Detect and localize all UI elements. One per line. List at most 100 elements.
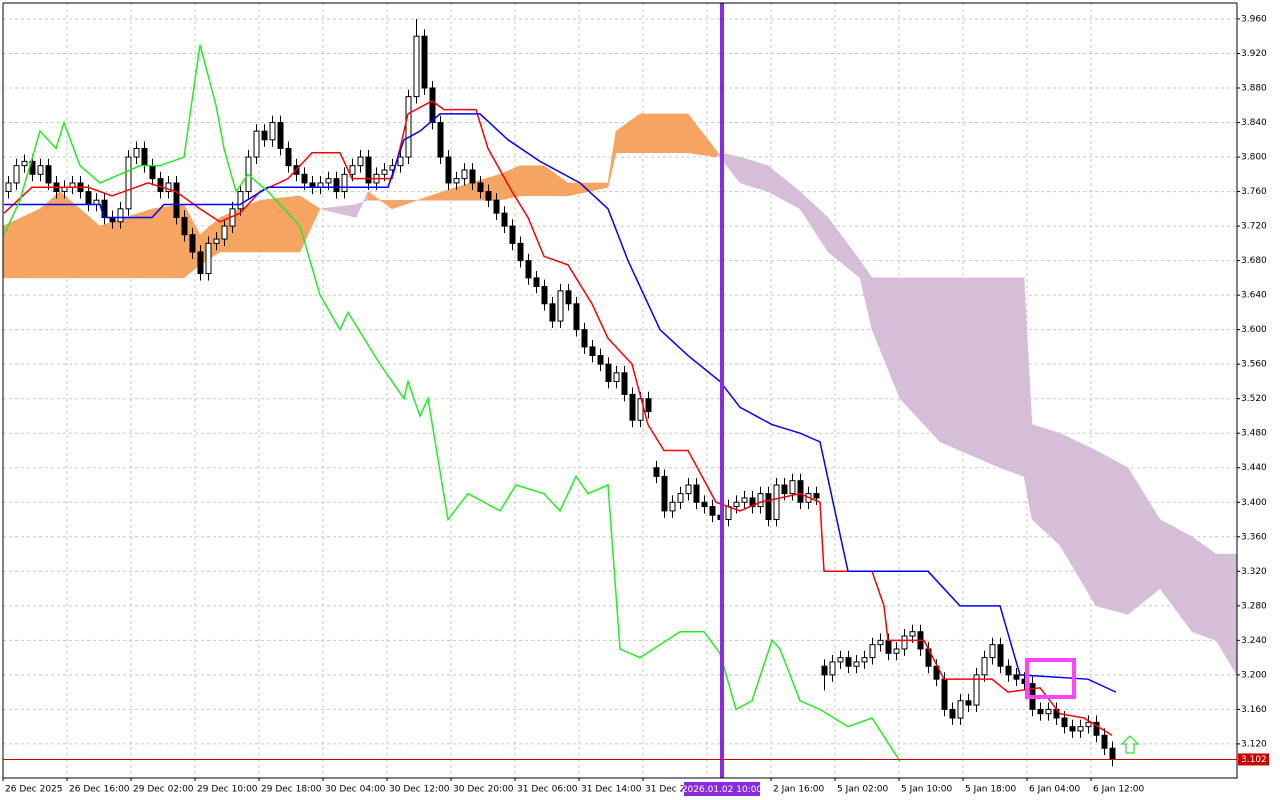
candle-body [349,165,356,175]
candle-body [885,639,892,654]
candle-body [381,169,388,175]
candle-body [253,130,260,158]
candle-body [797,480,804,503]
candle-body [341,173,348,193]
candle-body [365,156,372,184]
candle-body [13,165,20,184]
candle-body [877,639,884,646]
candle-body [621,372,628,395]
x-tick-label: 30 Dec 20:00 [453,785,514,795]
candle-body [773,484,780,521]
candle-body [509,225,516,244]
candle-body [525,260,532,279]
y-tick-label: 3.920 [1241,49,1267,59]
x-tick-label: 31 Dec 06:00 [517,785,578,795]
candle-body [493,199,500,214]
candle-body [21,160,28,167]
candle-body [213,238,220,244]
highlight-box [1025,658,1076,699]
x-tick-label: 30 Dec 12:00 [389,785,450,795]
candle-body [397,156,404,167]
cloud-segment [519,165,545,197]
candle-body [157,178,164,193]
candle-body [261,130,268,141]
candle-body [1101,734,1108,749]
candle-body [1013,674,1020,680]
candle-body [453,178,460,184]
candle-body [909,631,916,637]
candle-body [605,363,612,382]
candle-body [541,286,548,305]
candle-body [725,506,732,521]
candle-body [813,493,820,499]
x-tick-label: 2 Jan 16:00 [773,785,825,795]
candle-body [853,661,860,667]
candle-body [589,346,596,357]
y-tick-label: 3.880 [1241,84,1267,94]
candle-body [781,484,788,495]
candle-body [37,165,44,175]
candle-body [277,122,284,149]
candle-body [1061,717,1068,728]
x-tick-label: 29 Dec 18:00 [261,785,322,795]
y-tick-label: 3.440 [1241,463,1267,473]
y-tick-label: 3.160 [1241,705,1267,715]
candle-body [957,700,964,719]
candle-body [685,484,692,495]
candle-body [901,635,908,650]
candle-body [869,644,876,659]
candle-body [989,644,996,659]
candle-body [973,674,980,706]
x-tick-label: 6 Jan 12:00 [1093,785,1145,795]
y-tick-label: 3.960 [1241,14,1267,24]
candle-body [85,191,92,206]
candle-body [653,467,660,477]
candle-body [125,156,132,210]
candle-body [661,475,668,512]
x-tick-label: 5 Jan 10:00 [901,785,953,795]
y-tick-label: 3.840 [1241,118,1267,128]
candle-body [133,147,140,158]
cursor-label-bg [684,782,760,796]
candle-body [5,182,12,193]
cloud-segment [939,277,1001,469]
y-tick-label: 3.680 [1241,256,1267,266]
y-tick-label: 3.560 [1241,360,1267,370]
x-tick-label: 29 Dec 02:00 [133,785,194,795]
candle-body [741,497,748,503]
y-tick-label: 3.360 [1241,532,1267,542]
candle-body [1005,665,1012,676]
candle-body [237,191,244,210]
candle-body [949,708,956,719]
y-tick-label: 3.520 [1241,394,1267,404]
candle-body [565,290,572,305]
up-arrow [1120,735,1140,754]
candle-body [941,678,948,710]
candle-body [669,501,676,512]
candle-body [837,657,844,663]
axes: 3.960 3.920 3.880 3.840 3.800 3.760 3.720 3.680… [2,14,1269,795]
candle-body [141,147,148,167]
y-tick-label: 3.760 [1241,187,1267,197]
candle-body [557,290,564,322]
candle-body [445,156,452,184]
candle-body [829,661,836,676]
candle-body [357,156,364,167]
candle-body [709,506,716,516]
candle-body [861,657,868,663]
candle-body [421,35,428,89]
candle-body [485,191,492,201]
candle-body [1045,708,1052,715]
y-tick-label: 3.200 [1241,670,1267,680]
candle-body [821,665,828,676]
candle-body [613,372,620,382]
candle-body [893,648,900,654]
candle-body [581,329,588,348]
x-tick-label: 6 Jan 04:00 [1029,785,1081,795]
candle-body [757,493,764,508]
candle-body [469,169,476,184]
x-tick-label: 26 Dec 16:00 [69,785,130,795]
candle-body [533,277,540,288]
